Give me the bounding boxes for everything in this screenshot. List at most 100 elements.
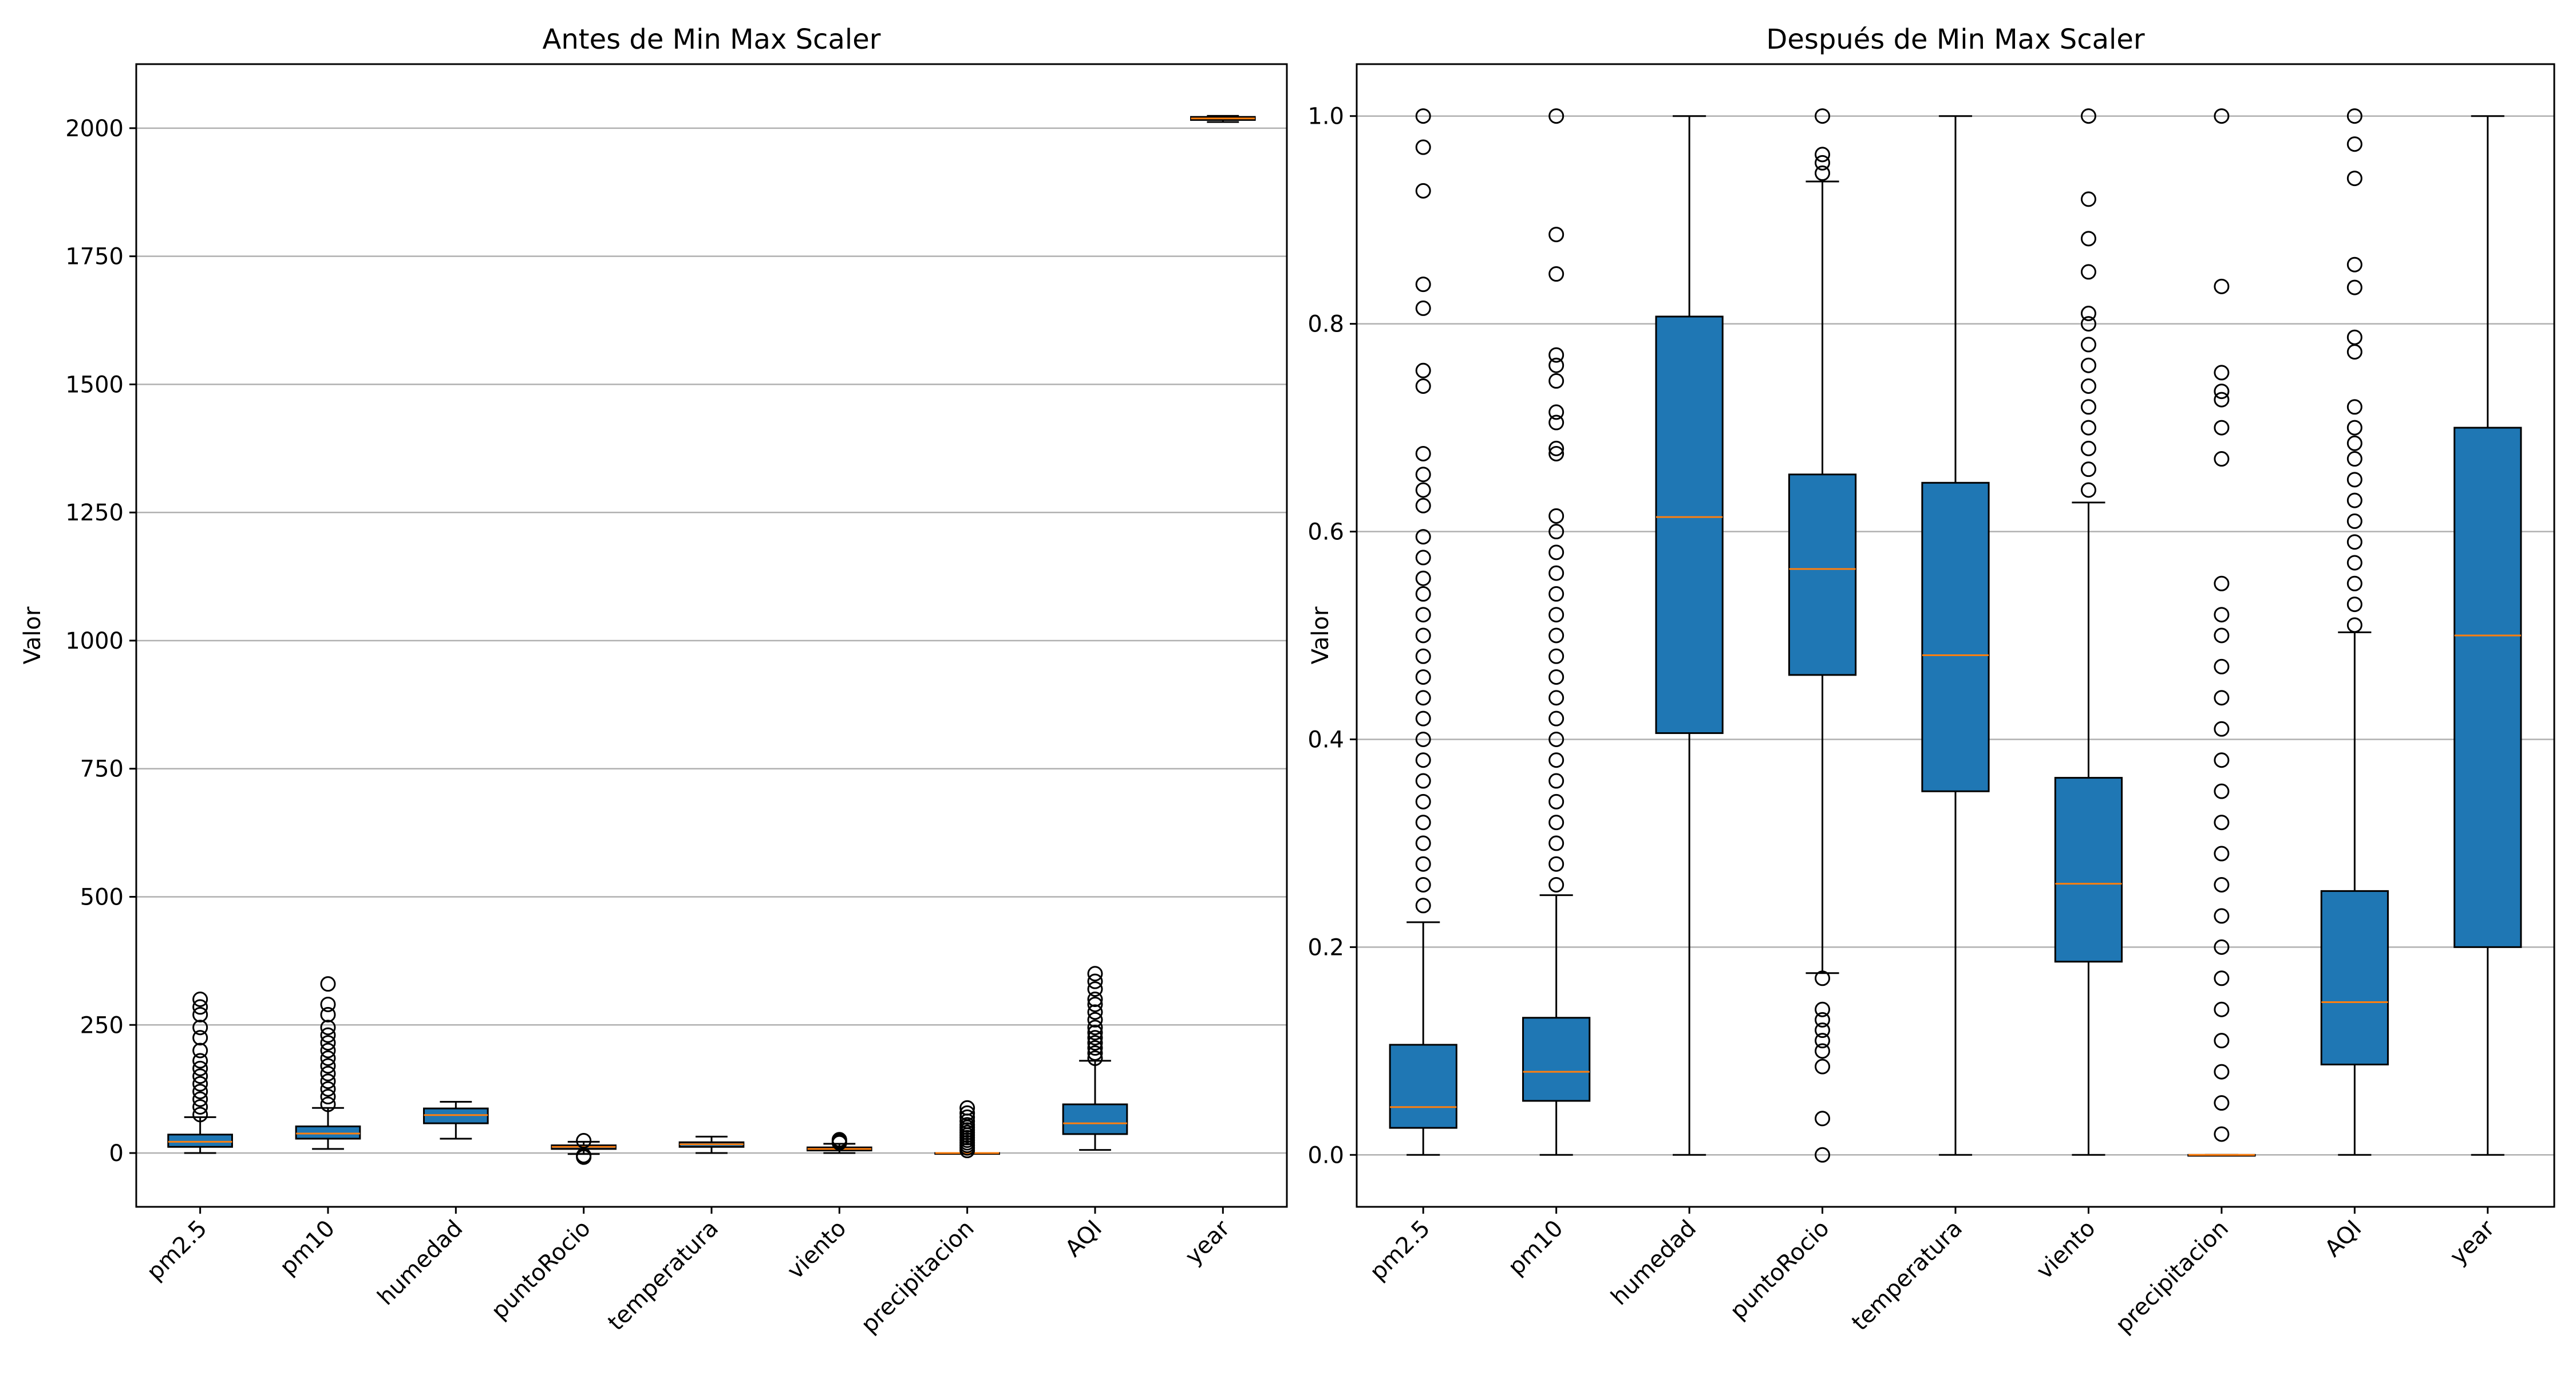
outlier-point [1548, 266, 1564, 282]
outlier-point [1087, 1040, 1103, 1056]
box-iqr [295, 1125, 361, 1140]
outlier-point [2214, 752, 2230, 768]
outlier-point [1087, 981, 1103, 997]
outlier-point [2214, 876, 2230, 893]
outlier-point [2346, 279, 2362, 295]
outlier-point [1415, 731, 1431, 747]
outlier-point [2080, 231, 2096, 247]
outlier-point [192, 1068, 208, 1084]
outlier-point [1548, 793, 1564, 810]
outlier-point [2214, 690, 2230, 706]
outlier-point [2080, 337, 2096, 353]
outlier-point [1548, 227, 1564, 243]
outlier-point [1087, 1012, 1103, 1028]
outlier-point [1548, 876, 1564, 893]
outlier-point [192, 1006, 208, 1022]
outlier-point [1415, 898, 1431, 914]
outlier-point [1548, 710, 1564, 727]
chart-title: Después de Min Max Scaler [1766, 23, 2145, 56]
outlier-point [192, 1084, 208, 1100]
outlier-point [2346, 329, 2362, 345]
outlier-point [2080, 420, 2096, 436]
outlier-point [1415, 752, 1431, 768]
outlier-point [1548, 586, 1564, 602]
boxplot-puntoRocio [551, 1133, 617, 1165]
outlier-point [1415, 300, 1431, 316]
outlier-point [2214, 1001, 2230, 1017]
outlier-point [1548, 445, 1564, 461]
y-tick-label: 500 [80, 884, 124, 910]
y-tick-label: 1250 [65, 500, 124, 526]
outlier-point [2214, 575, 2230, 591]
outlier-point [2214, 846, 2230, 862]
y-tick-label: 2000 [65, 116, 124, 142]
outlier-point [2346, 513, 2362, 529]
outlier-point [2214, 451, 2230, 467]
outlier-point [1415, 648, 1431, 664]
outlier-point [1415, 710, 1431, 727]
outlier-point [1548, 815, 1564, 831]
outlier-point [1815, 1111, 1831, 1127]
outlier-point [1415, 586, 1431, 602]
outlier-point [1087, 966, 1103, 982]
outlier-point [1548, 404, 1564, 420]
outlier-point [1087, 1025, 1103, 1041]
outlier-point [2214, 1064, 2230, 1080]
outlier-point [1548, 835, 1564, 851]
outlier-point [2214, 658, 2230, 674]
outlier-point [320, 1050, 336, 1066]
outlier-point [1415, 690, 1431, 706]
outlier-point [2214, 278, 2230, 294]
outlier-point [1415, 570, 1431, 586]
outlier-point [1415, 876, 1431, 893]
outlier-point [1415, 669, 1431, 685]
boxplot-puntoRocio [1788, 108, 1857, 1163]
outlier-point [2214, 627, 2230, 643]
outlier-point [1087, 1030, 1103, 1046]
outlier-point [1087, 1035, 1103, 1051]
y-tick-label: 1.0 [1307, 104, 1344, 130]
boxplot-pm10 [295, 976, 361, 1150]
outlier-point [2080, 378, 2096, 394]
outlier-point [1548, 440, 1564, 456]
outlier-point [959, 1100, 975, 1116]
outlier-point [1548, 524, 1564, 540]
outlier-point [1548, 856, 1564, 872]
outlier-point [320, 1006, 336, 1022]
outlier-point [1415, 362, 1431, 378]
outlier-point [1815, 1043, 1831, 1059]
outlier-point [1815, 1001, 1831, 1017]
boxplot-viento [2054, 108, 2123, 1156]
y-tick-label: 750 [80, 756, 124, 783]
outlier-point [320, 1073, 336, 1089]
outlier-point [2214, 1126, 2230, 1142]
outlier-point [1548, 669, 1564, 685]
outlier-point [1415, 445, 1431, 461]
outlier-point [192, 1043, 208, 1059]
outlier-point [320, 1027, 336, 1043]
outlier-point [320, 1065, 336, 1081]
outlier-point [1548, 108, 1564, 124]
outlier-point [320, 1020, 336, 1036]
outlier-point [192, 1020, 208, 1036]
outlier-point [959, 1117, 975, 1133]
outlier-point [192, 1099, 208, 1115]
outlier-point [320, 976, 336, 992]
box-iqr [1062, 1103, 1128, 1135]
boxplot-year [1190, 114, 1256, 123]
outlier-point [1815, 1022, 1831, 1039]
outlier-point [1815, 1033, 1831, 1049]
outlier-point [1415, 815, 1431, 831]
outlier-point [2214, 365, 2230, 381]
outlier-point [192, 999, 208, 1015]
outlier-point [1815, 970, 1831, 986]
boxplot-precipitacion [2187, 108, 2256, 1157]
outlier-point [320, 1043, 336, 1059]
outlier-point [1548, 773, 1564, 789]
outlier-point [1548, 414, 1564, 431]
outlier-point [320, 1089, 336, 1105]
outlier-point [2346, 171, 2362, 187]
boxplot-precipitacion [934, 1100, 1001, 1159]
outlier-point [320, 1035, 336, 1051]
